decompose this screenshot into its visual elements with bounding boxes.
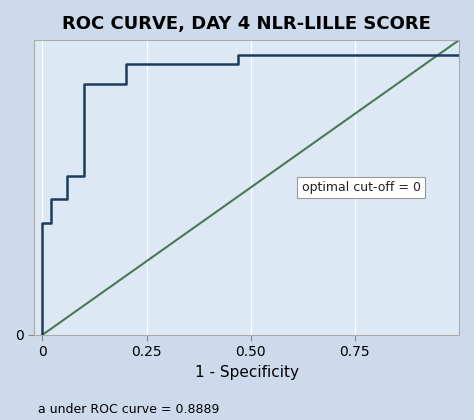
Title: ROC CURVE, DAY 4 NLR-LILLE SCORE: ROC CURVE, DAY 4 NLR-LILLE SCORE — [62, 15, 431, 33]
X-axis label: 1 - Specificity: 1 - Specificity — [195, 365, 299, 380]
Text: a under ROC curve = 0.8889: a under ROC curve = 0.8889 — [38, 403, 219, 416]
Text: optimal cut-off = 0: optimal cut-off = 0 — [302, 181, 421, 194]
